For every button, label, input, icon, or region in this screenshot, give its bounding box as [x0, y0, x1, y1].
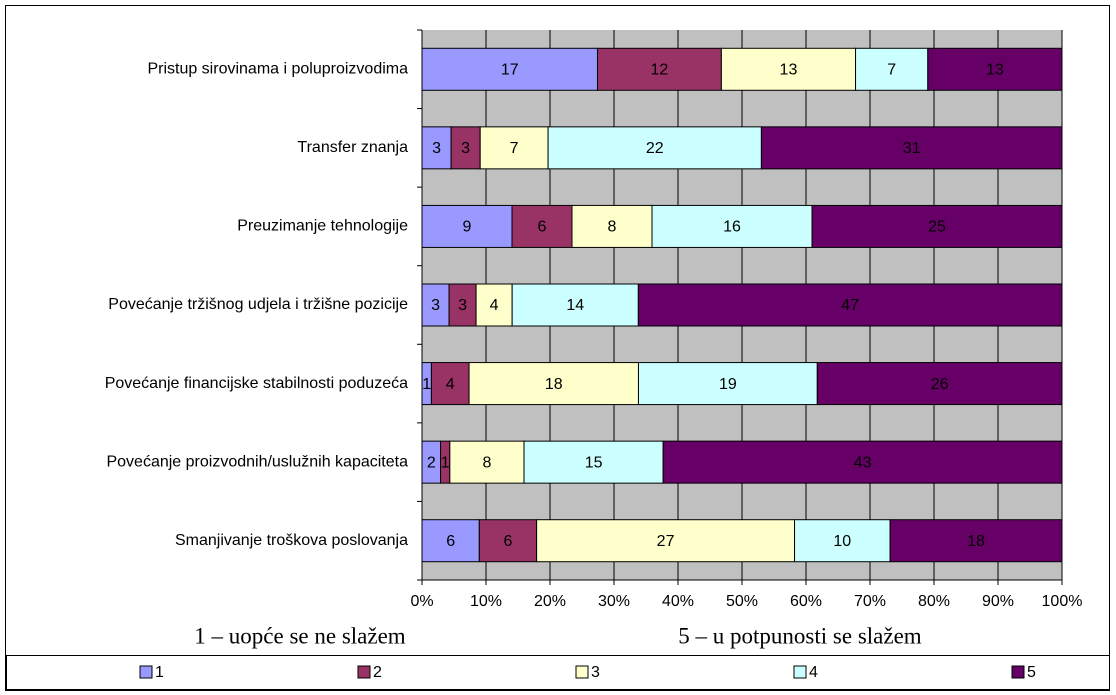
bar-segment — [889, 519, 1063, 563]
data-label: 1 — [441, 454, 450, 471]
data-label: 2 — [427, 454, 436, 471]
annotation: 5 – u potpunosti se slažem — [678, 623, 921, 648]
data-label: 16 — [723, 219, 741, 236]
data-label: 14 — [566, 297, 584, 314]
data-label: 12 — [651, 62, 669, 79]
bar-segment — [927, 47, 1063, 91]
legend-label: 3 — [591, 664, 600, 681]
data-label: 1 — [422, 376, 431, 393]
bar-segment — [449, 440, 525, 484]
data-label: 8 — [482, 454, 491, 471]
x-tick-label: 80% — [918, 593, 950, 610]
data-label: 3 — [432, 140, 441, 157]
y-tick-label: Povećanje financijske stabilnosti poduze… — [105, 375, 408, 392]
x-tick-label: 20% — [534, 593, 566, 610]
bar-segment — [421, 283, 450, 327]
data-label: 22 — [646, 140, 664, 157]
data-label: 7 — [887, 62, 896, 79]
data-label: 27 — [657, 533, 675, 550]
legend-swatch — [357, 665, 371, 679]
bar-segment — [794, 519, 891, 563]
data-label: 3 — [431, 297, 440, 314]
y-tick-label: Preuzimanje tehnologije — [237, 218, 408, 235]
x-tick-label: 50% — [726, 593, 758, 610]
data-label: 15 — [585, 454, 603, 471]
bar-segment — [536, 519, 796, 563]
x-tick-label: 0% — [410, 593, 433, 610]
x-tick-label: 40% — [662, 593, 694, 610]
legend-label: 1 — [155, 664, 164, 681]
data-label: 47 — [841, 297, 859, 314]
bar-segment — [651, 204, 813, 248]
x-tick-label: 60% — [790, 593, 822, 610]
y-tick-label: Povećanje tržišnog udjela i tržišne pozi… — [108, 296, 408, 313]
y-tick-label: Povećanje proizvodnih/uslužnih kapacitet… — [106, 453, 408, 470]
data-label: 3 — [461, 140, 470, 157]
bar-segment — [662, 440, 1063, 484]
bar-segment — [430, 362, 470, 406]
legend-label: 2 — [373, 664, 382, 681]
bar-segment — [479, 126, 549, 170]
data-label: 4 — [490, 297, 499, 314]
data-label: 9 — [463, 219, 472, 236]
data-label: 10 — [833, 533, 851, 550]
bar-segment — [421, 204, 513, 248]
y-tick-label: Pristup sirovinama i poluproizvodima — [147, 61, 408, 78]
legend-label: 5 — [1027, 664, 1036, 681]
legend-swatch — [139, 665, 153, 679]
bar-segment — [523, 440, 664, 484]
bar-segment — [478, 519, 538, 563]
data-label: 3 — [458, 297, 467, 314]
data-label: 13 — [780, 62, 798, 79]
data-label: 6 — [446, 533, 455, 550]
data-label: 8 — [608, 219, 617, 236]
bar-segment — [421, 47, 598, 91]
x-tick-label: 90% — [982, 593, 1014, 610]
data-label: 43 — [854, 454, 872, 471]
legend-swatch — [575, 665, 589, 679]
data-label: 31 — [903, 140, 921, 157]
bar-segment — [816, 362, 1063, 406]
bar-segment — [475, 283, 513, 327]
bar-segment — [547, 126, 762, 170]
bar-segment — [448, 283, 477, 327]
y-tick-label: Transfer znanja — [297, 139, 408, 156]
data-label: 17 — [501, 62, 519, 79]
bar-segment — [637, 362, 818, 406]
bar-segment — [421, 519, 480, 563]
data-label: 19 — [719, 376, 737, 393]
x-tick-label: 30% — [598, 593, 630, 610]
bar-segment — [421, 126, 452, 170]
data-label: 13 — [986, 62, 1004, 79]
data-label: 26 — [931, 376, 949, 393]
data-label: 25 — [928, 219, 946, 236]
legend-swatch — [793, 665, 807, 679]
data-label: 6 — [504, 533, 513, 550]
annotation: 1 – uopće se ne slažem — [194, 623, 406, 648]
bar-segment — [720, 47, 857, 91]
legend-box — [6, 655, 1110, 690]
legend-swatch — [1011, 665, 1025, 679]
bar-segment — [760, 126, 1063, 170]
bar-segment — [511, 283, 639, 327]
bar-segment — [637, 283, 1063, 327]
x-tick-label: 10% — [470, 593, 502, 610]
data-label: 4 — [446, 376, 455, 393]
data-label: 6 — [538, 219, 547, 236]
bar-segment — [596, 47, 722, 91]
bar-segment — [511, 204, 573, 248]
legend-label: 4 — [809, 664, 818, 681]
data-label: 18 — [545, 376, 563, 393]
data-label: 7 — [510, 140, 519, 157]
bar-segment — [855, 47, 929, 91]
data-label: 18 — [967, 533, 985, 550]
x-tick-label: 70% — [854, 593, 886, 610]
bar-segment — [811, 204, 1063, 248]
bar-segment — [468, 362, 639, 406]
y-tick-label: Smanjivanje troškova poslovanja — [175, 532, 408, 549]
x-tick-label: 100% — [1042, 593, 1083, 610]
